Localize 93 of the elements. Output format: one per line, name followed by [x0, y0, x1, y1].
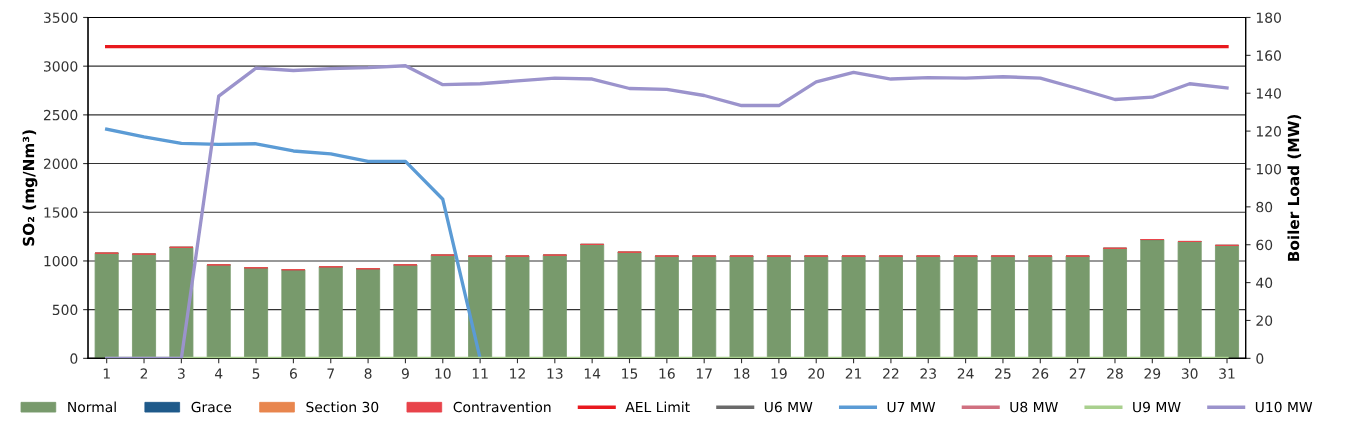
legend-label: Section 30 [306, 401, 379, 413]
y2-tick-label: 20 [1256, 315, 1273, 326]
x-tick-label: 16 [659, 368, 675, 379]
bar [1140, 239, 1165, 359]
y-tick-label: 0 [70, 353, 78, 364]
y2-tick-label: 120 [1256, 126, 1281, 137]
x-tick-label: 11 [472, 368, 488, 379]
bar [206, 264, 231, 359]
bar [617, 251, 642, 359]
y2-axis-title: Boiler Load (MW) [1287, 114, 1302, 261]
legend-label: Normal [68, 401, 116, 413]
x-tick-label: 8 [364, 368, 372, 379]
bar [393, 264, 418, 359]
y2-tick-label: 180 [1256, 12, 1281, 23]
y-axis-title: SO₂ (mg/Nm³) [22, 130, 38, 246]
bar [729, 255, 754, 359]
bar [430, 254, 455, 359]
x-tick-label: 18 [734, 368, 750, 379]
x-tick-label: 5 [252, 368, 260, 379]
bar [1102, 247, 1127, 359]
y2-tick-label: 140 [1256, 88, 1281, 99]
x-tick-label: 31 [1219, 368, 1235, 379]
legend-label: U7 MW [887, 401, 936, 413]
x-tick-label: 3 [178, 368, 185, 379]
x-tick-label: 13 [547, 368, 563, 379]
bar [505, 255, 530, 359]
y-tick-label: 3000 [44, 61, 78, 72]
bar [580, 243, 605, 359]
x-tick-label: 1 [103, 368, 110, 379]
y2-tick-label: 60 [1256, 239, 1273, 251]
y2-tick-label: 80 [1256, 201, 1273, 213]
x-tick-label: 15 [622, 368, 638, 379]
bar [1028, 255, 1053, 359]
x-tick-label: 7 [327, 368, 334, 379]
bar [990, 255, 1015, 359]
y-tick-label: 2500 [43, 109, 78, 121]
x-tick-label: 21 [845, 368, 862, 379]
x-tick-label: 2 [140, 368, 148, 379]
x-tick-label: 25 [995, 368, 1011, 379]
y2-tick-label: 160 [1256, 50, 1281, 61]
bar [916, 255, 941, 359]
legend-label: Grace [191, 401, 232, 413]
bar [542, 254, 567, 359]
bar [132, 253, 157, 359]
x-tick-label: 10 [435, 368, 451, 379]
x-tick-label: 22 [883, 368, 899, 379]
bar [244, 267, 269, 359]
x-tick-label: 6 [289, 368, 297, 379]
bar [953, 255, 978, 359]
bar [318, 266, 343, 359]
bar [1065, 255, 1090, 359]
x-tick-label: 24 [957, 368, 974, 379]
x-tick-label: 20 [808, 368, 825, 379]
x-tick-label: 14 [584, 368, 601, 379]
y-tick-label: 1000 [44, 255, 78, 267]
x-tick-label: 28 [1107, 368, 1123, 379]
bar [356, 268, 381, 359]
bar [94, 252, 119, 359]
legend-label: U8 MW [1010, 401, 1058, 413]
bar [468, 255, 493, 359]
bar [878, 255, 903, 359]
bar [1177, 241, 1202, 359]
legend-label: AEL Limit [625, 401, 690, 413]
x-tick-label: 17 [696, 368, 712, 379]
legend-label: U10 MW [1255, 401, 1313, 413]
x-tick-label: 12 [510, 368, 525, 379]
legend-label: U6 MW [764, 401, 813, 413]
y-tick-label: 3500 [44, 12, 78, 23]
legend-label: U9 MW [1133, 401, 1181, 413]
x-tick-label: 4 [214, 368, 223, 379]
y2-tick-label: 40 [1256, 277, 1273, 289]
x-tick-label: 30 [1181, 368, 1198, 379]
legend-label: Contravention [453, 401, 551, 413]
y2-tick-label: 0 [1256, 353, 1264, 364]
line-series [105, 127, 482, 359]
bar [766, 255, 791, 359]
x-tick-label: 26 [1032, 368, 1049, 379]
x-tick-label: 27 [1069, 368, 1086, 379]
x-tick-label: 9 [401, 368, 409, 379]
x-tick-label: 19 [771, 368, 787, 379]
bar [654, 255, 679, 359]
bar [692, 255, 717, 359]
bar [1215, 244, 1239, 359]
y-tick-label: 1500 [44, 207, 78, 218]
line-series [105, 64, 1229, 359]
y-tick-label: 500 [52, 304, 78, 316]
y2-tick-label: 100 [1256, 163, 1281, 175]
y-tick-label: 2000 [43, 158, 78, 170]
bar [281, 269, 306, 359]
x-tick-label: 29 [1144, 368, 1161, 379]
x-tick-label: 23 [920, 368, 936, 379]
bar [804, 255, 829, 359]
bar [841, 255, 866, 359]
